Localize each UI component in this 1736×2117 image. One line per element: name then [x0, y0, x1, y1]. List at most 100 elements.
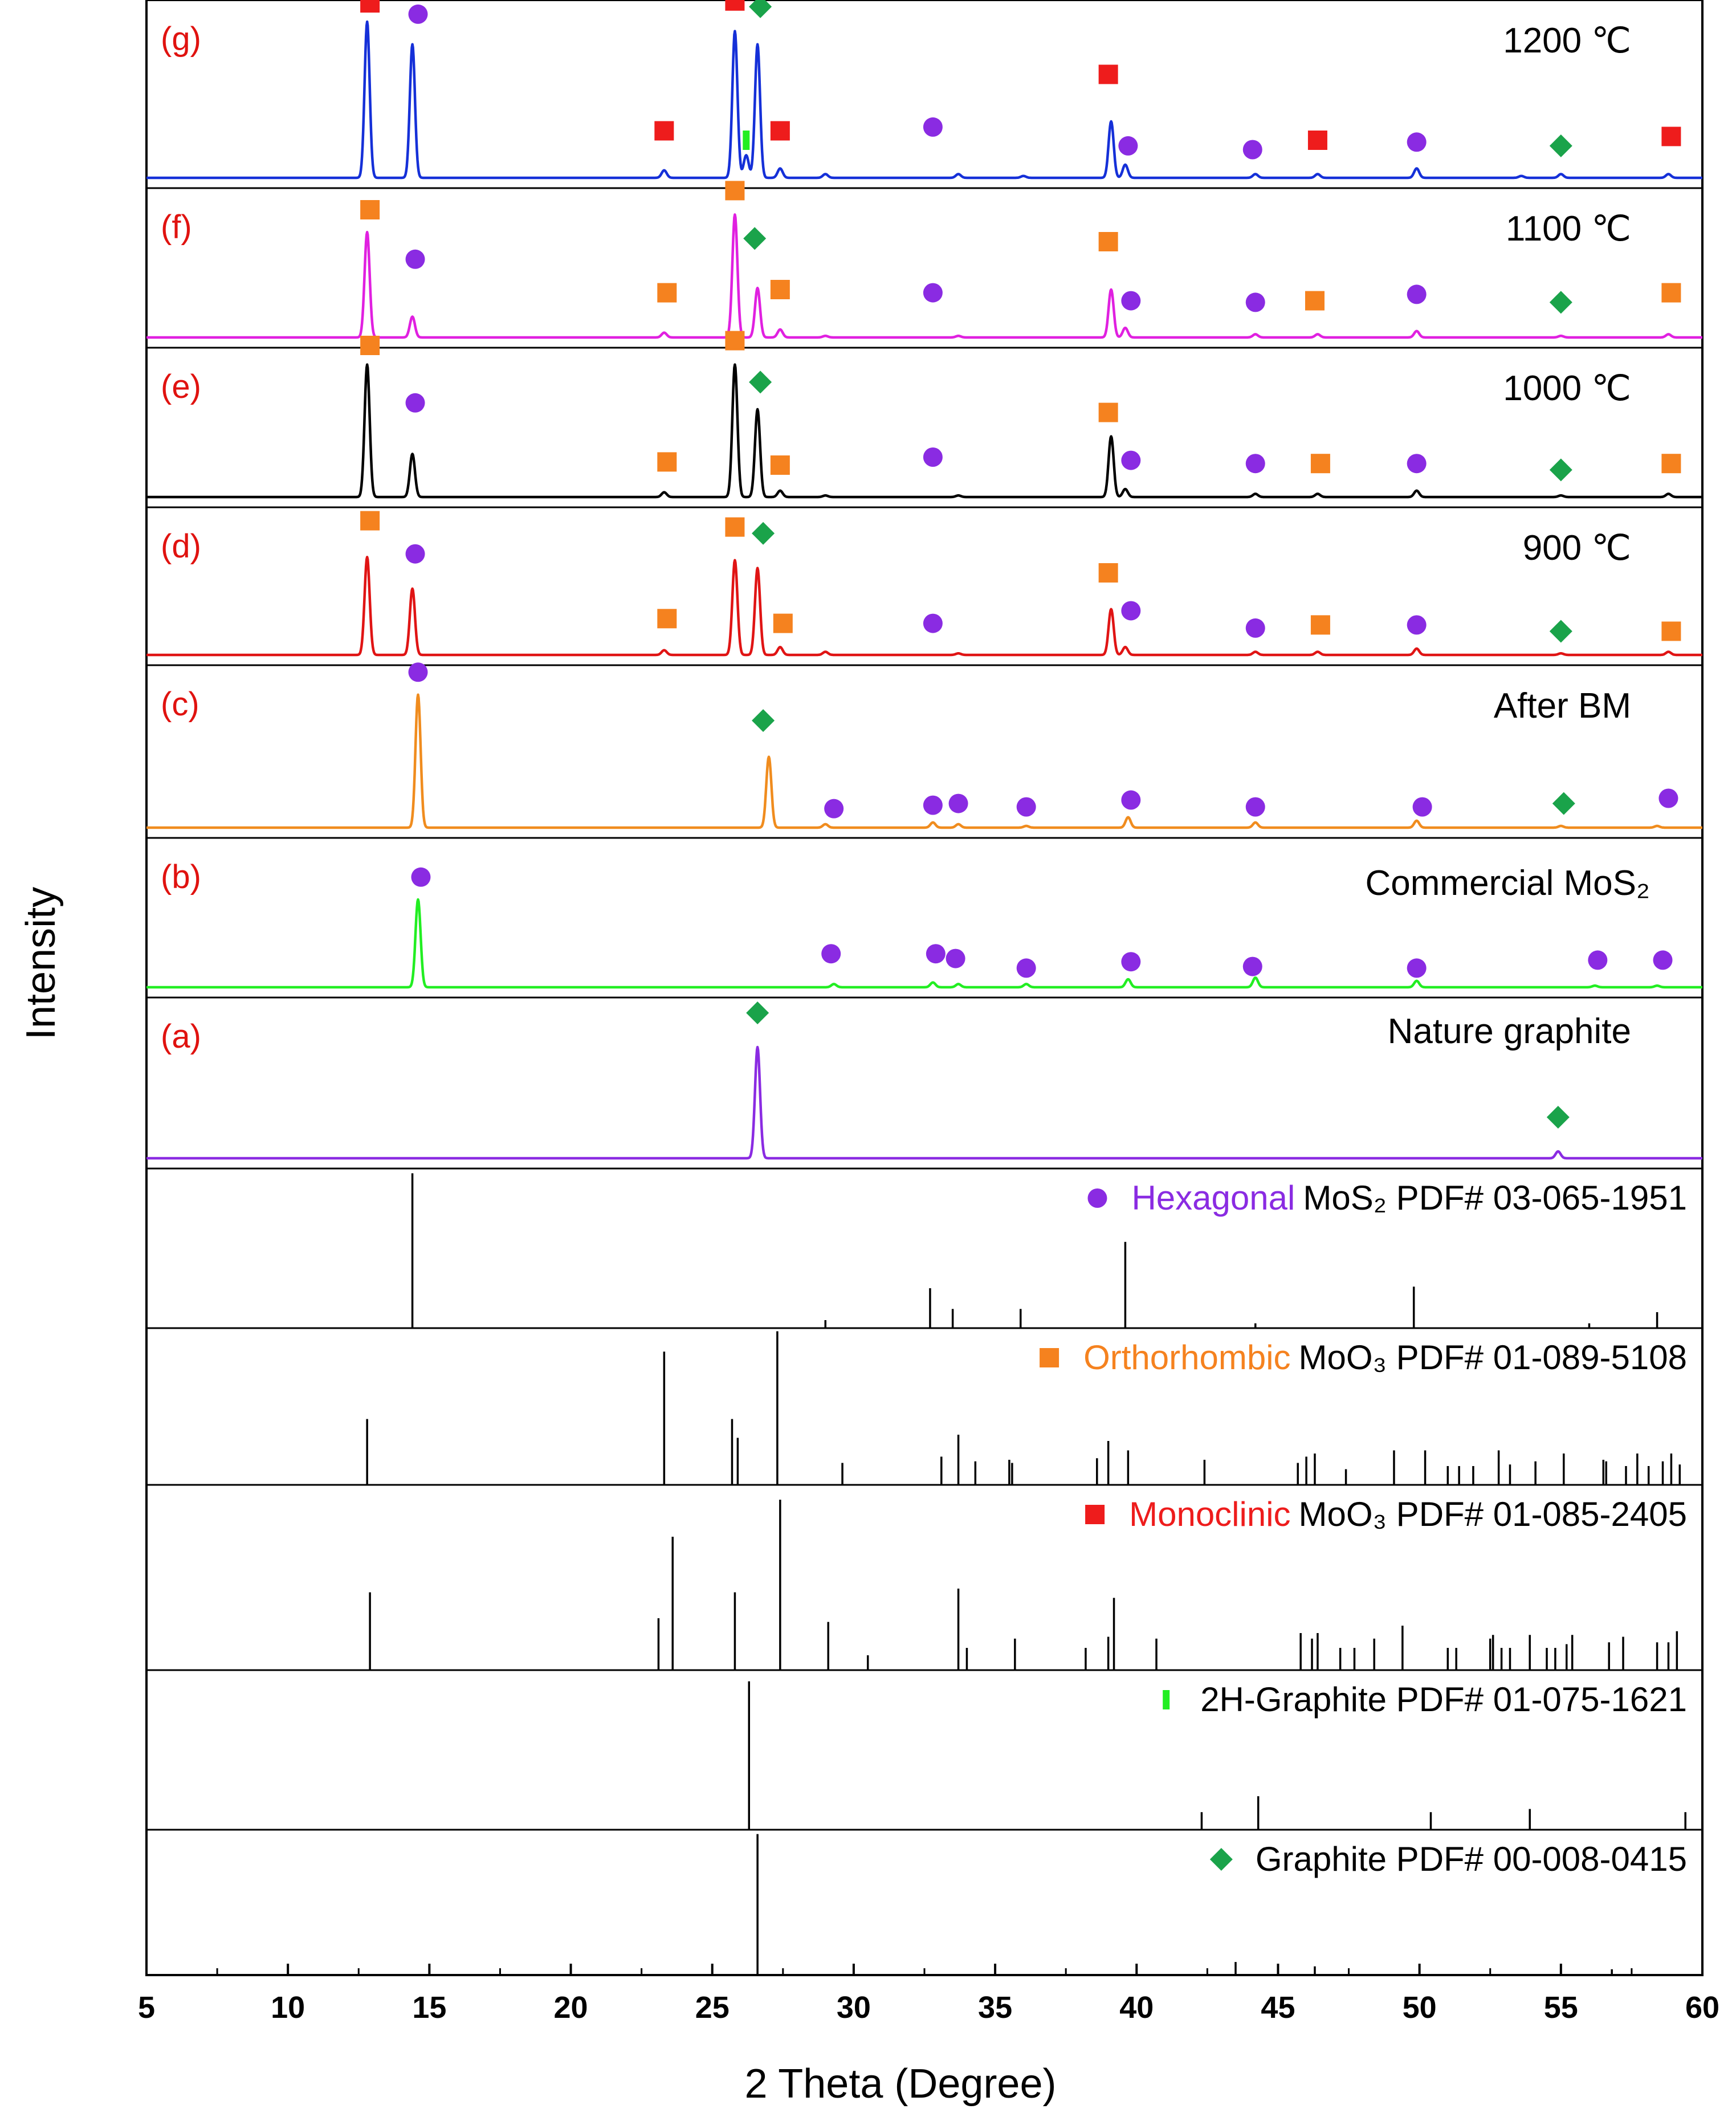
reference-patterns [366, 1173, 1686, 1975]
legend-marker-orth [1040, 1348, 1059, 1367]
ref-name-mono: Monoclinic [1129, 1495, 1290, 1533]
marker-f-hex-12 [1407, 284, 1427, 304]
marker-b-hex-6 [1121, 952, 1141, 972]
ref-text-gr: Graphite PDF# 00-008-0415 [1256, 1840, 1687, 1878]
x-axis-title: 2 Theta (Degree) [745, 2061, 1057, 2107]
marker-f-orth-11 [1305, 291, 1325, 311]
marker-d-hex-7 [923, 613, 943, 633]
legend-marker-hex [1087, 1188, 1107, 1208]
marker-b-hex-1 [411, 867, 431, 887]
marker-e-orth-11 [1310, 454, 1330, 474]
ref-text-mono: MoO₃ PDF# 01-085-2405 [1299, 1495, 1687, 1533]
marker-f-orth-6 [770, 280, 790, 299]
marker-g-gr-5 [749, 0, 772, 18]
marker-f-hex-7 [923, 283, 943, 303]
legend-marker-gr [1209, 1848, 1233, 1871]
marker-g-hex-11 [1242, 140, 1262, 160]
ref-name-hex: Hexagonal [1131, 1179, 1295, 1217]
marker-g-mono-9 [1098, 64, 1118, 84]
marker-g-hex-10 [1118, 136, 1138, 156]
marker-c-hex-5 [948, 793, 968, 813]
marker-g-gr-14 [1549, 134, 1572, 157]
marker-c-hex-9 [1412, 797, 1432, 817]
marker-f-orth-8 [1098, 232, 1118, 251]
marker-f-orth-14 [1661, 283, 1681, 303]
panel-label-a: Nature graphite [1388, 1012, 1631, 1051]
x-tick-label-7: 35 [978, 1990, 1012, 2025]
x-tick-label-11: 55 [1544, 1990, 1578, 2025]
marker-e-hex-2 [405, 393, 425, 413]
marker-f-gr-5 [743, 227, 767, 250]
ref-text-h2g: 2H-Graphite PDF# 01-075-1621 [1200, 1680, 1687, 1719]
marker-c-hex-6 [1016, 797, 1036, 817]
x-tick-label-6: 30 [837, 1990, 871, 2025]
marker-b-hex-10 [1653, 950, 1673, 970]
marker-d-orth-4 [725, 517, 745, 537]
curve-c [145, 693, 1704, 829]
marker-e-orth-4 [725, 331, 745, 351]
panel-letter-c: (c) [161, 686, 199, 723]
panel-label-b: Commercial MoS₂ [1366, 864, 1650, 903]
marker-d-hex-9 [1121, 601, 1141, 621]
marker-c-gr-2 [752, 709, 775, 732]
marker-b-hex-2 [821, 944, 841, 964]
marker-e-hex-7 [923, 447, 943, 467]
marker-f-hex-10 [1245, 292, 1265, 312]
x-tick-label-8: 40 [1119, 1990, 1154, 2025]
marker-a-gr-2 [1546, 1106, 1570, 1129]
legend-marker-mono [1085, 1505, 1105, 1524]
marker-g-mono-4 [725, 0, 745, 11]
marker-d-orth-11 [1310, 615, 1330, 635]
marker-f-orth-1 [360, 200, 380, 219]
x-tick-label-2: 10 [271, 1990, 305, 2025]
marker-b-hex-7 [1242, 956, 1262, 976]
curve-d [145, 556, 1704, 657]
marker-f-orth-4 [725, 181, 745, 201]
marker-d-hex-10 [1245, 618, 1265, 638]
panel-label-d: 900 ℃ [1523, 528, 1631, 568]
marker-d-gr-5 [752, 522, 775, 545]
panel-label-g: 1200 ℃ [1503, 21, 1631, 60]
marker-e-gr-13 [1549, 458, 1572, 482]
marker-e-hex-12 [1407, 454, 1427, 474]
marker-a-gr-1 [746, 1001, 769, 1024]
panel-letter-a: (a) [161, 1018, 201, 1055]
marker-c-hex-8 [1245, 797, 1265, 817]
panel-letter-e: (e) [161, 368, 201, 405]
panel-letter-b: (b) [161, 858, 201, 895]
marker-c-gr-10 [1552, 792, 1575, 815]
marker-g-mono-3 [654, 121, 674, 141]
x-tick-label-5: 25 [695, 1990, 730, 2025]
marker-d-orth-8 [1098, 563, 1118, 583]
marker-d-gr-13 [1549, 620, 1572, 643]
marker-e-gr-5 [749, 371, 772, 394]
marker-e-hex-10 [1245, 454, 1265, 474]
marker-g-mono-7 [770, 121, 790, 141]
curve-f [145, 213, 1704, 339]
marker-b-hex-9 [1588, 950, 1608, 970]
curve-b [145, 898, 1704, 989]
marker-e-orth-14 [1661, 454, 1681, 474]
marker-e-orth-6 [770, 455, 790, 475]
marker-c-hex-7 [1121, 790, 1141, 810]
marker-c-hex-4 [923, 795, 943, 815]
panel-label-e: 1000 ℃ [1503, 369, 1631, 408]
x-tick-label-3: 15 [412, 1990, 446, 2025]
curve-a [145, 1045, 1704, 1160]
y-axis-title: Intensity [18, 887, 64, 1040]
marker-b-hex-8 [1407, 958, 1427, 978]
curve-g [145, 20, 1704, 180]
ref-text-hex: MoS₂ PDF# 03-065-1951 [1303, 1179, 1687, 1217]
panel-letter-g: (g) [161, 21, 201, 58]
panel-letter-f: (f) [161, 209, 192, 246]
panel-labels: (g) 1200 ℃ (f) 1100 ℃ (e) 1000 ℃ (d) 900 ℃ (c) Af… [161, 21, 1687, 1878]
marker-g-mono-12 [1307, 131, 1327, 150]
marker-g-mono-1 [360, 0, 380, 13]
panel-label-c: After BM [1494, 686, 1631, 726]
x-tick-label-4: 20 [554, 1990, 588, 2025]
marker-b-hex-5 [1016, 958, 1036, 978]
curve-e [145, 363, 1704, 499]
marker-d-hex-12 [1407, 615, 1427, 635]
marker-e-hex-9 [1121, 450, 1141, 470]
